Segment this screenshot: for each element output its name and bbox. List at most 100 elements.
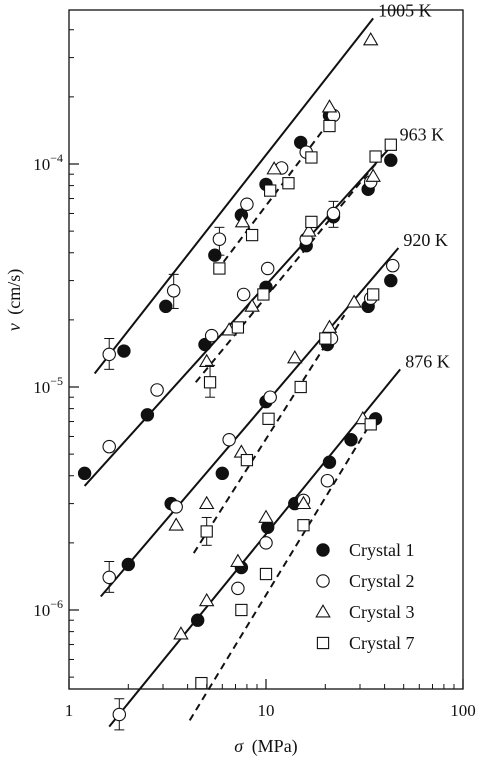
data-point-open-triangle	[365, 168, 381, 182]
data-point-filled-circle	[159, 299, 173, 314]
data-point-open-square	[384, 138, 397, 151]
data-point-open-circle	[263, 390, 277, 404]
data-point-open-square	[323, 119, 336, 133]
data-point-open-circle	[204, 328, 219, 343]
data-point-open-circle	[169, 500, 183, 514]
legend-item: Crystal 2	[316, 571, 415, 591]
legend-label: Crystal 7	[349, 633, 415, 653]
legend-item: Crystal 1	[316, 540, 415, 560]
data-point-open-circle	[240, 197, 254, 211]
data-point-filled-circle	[322, 455, 337, 469]
data-point-filled-circle	[190, 613, 205, 627]
legend-marker-open-square	[316, 636, 330, 650]
dashed-fit-line-1005k	[215, 120, 331, 272]
data-point-open-triangle	[266, 161, 282, 175]
legend-label: Crystal 1	[349, 540, 415, 560]
data-point-open-circle	[102, 570, 116, 585]
data-point-open-circle	[166, 284, 181, 298]
data-point-open-square	[259, 567, 273, 581]
data-point-filled-circle	[77, 466, 92, 481]
data-point-open-circle	[320, 473, 335, 488]
temperature-labels: 1005 K 963 K 920 K 876 K	[378, 0, 450, 371]
data-point-filled-circle	[215, 466, 229, 481]
x-tick-label: 1	[65, 701, 74, 720]
legend-marker-filled-circle	[316, 543, 330, 557]
dashed-fit-line-876k	[188, 426, 370, 721]
data-point-open-circle	[222, 433, 236, 447]
data-point-open-circle	[102, 439, 116, 454]
data-point-open-square	[262, 412, 275, 425]
legend-item: Crystal 7	[316, 633, 415, 653]
data-point-open-square	[213, 262, 226, 275]
data-point-filled-circle	[344, 433, 358, 447]
dashed-fit-line-963k	[194, 149, 388, 383]
data-point-filled-circle	[384, 273, 398, 288]
x-axis-symbol: σ	[234, 736, 244, 756]
data-point-open-triangle	[230, 553, 246, 567]
y-tick-exponent: −6	[50, 597, 63, 611]
y-axis-symbol: v	[4, 323, 24, 331]
data-point-filled-circle	[140, 408, 155, 422]
data-point-open-triangle	[173, 626, 189, 640]
y-tick-mantissa: 10	[33, 378, 50, 397]
data-point-open-square	[235, 603, 248, 617]
fit-line-1005k	[93, 17, 374, 375]
data-point-open-triangle	[234, 214, 251, 228]
data-point-open-triangle	[198, 592, 215, 607]
data-point-open-circle	[236, 287, 251, 302]
data-point-open-triangle	[346, 294, 362, 308]
data-point-open-triangle	[301, 223, 317, 237]
data-point-open-square	[367, 288, 380, 301]
y-axis-unit: (cm/s)	[4, 269, 25, 315]
data-point-open-square	[297, 519, 310, 532]
data-point-open-circle	[112, 707, 127, 722]
y-tick-label: 10−6	[33, 597, 63, 620]
data-point-open-square	[369, 150, 382, 163]
y-tick-mantissa: 10	[33, 601, 50, 620]
data-point-open-square	[319, 332, 332, 345]
data-point-open-square	[195, 676, 208, 690]
data-point-open-triangle	[362, 32, 379, 46]
temperature-label-963k: 963 K	[400, 124, 445, 144]
data-point-open-circle	[386, 258, 400, 273]
data-point-open-circle	[231, 581, 245, 596]
legend-marker-open-circle	[316, 574, 330, 588]
data-point-open-circle	[212, 232, 227, 246]
data-point-open-triangle	[295, 495, 312, 510]
y-tick-exponent: −5	[50, 374, 63, 388]
data-point-open-triangle	[258, 509, 274, 523]
y-axis-label: v (cm/s)	[4, 269, 25, 331]
x-tick-label: 100	[450, 701, 476, 720]
legend-marker-open-triangle	[315, 604, 331, 618]
y-tick-label: 10−4	[33, 151, 63, 174]
legend-label: Crystal 2	[349, 571, 415, 591]
data-point-filled-circle	[121, 557, 136, 572]
legend-label: Crystal 3	[349, 602, 415, 622]
data-point-open-square	[264, 184, 277, 197]
data-point-open-square	[305, 215, 318, 229]
data-point-open-square	[257, 288, 270, 301]
temperature-label-876k: 876 K	[405, 351, 450, 371]
fit-line-876k	[108, 368, 401, 728]
data-point-open-circle	[326, 206, 341, 221]
data-point-open-circle	[150, 383, 164, 397]
data-point-filled-circle	[198, 337, 212, 352]
data-point-open-circle	[102, 347, 116, 362]
data-point-open-triangle	[198, 495, 215, 510]
temperature-label-920k: 920 K	[403, 230, 448, 250]
data-point-open-square	[245, 228, 259, 242]
data-point-open-circle	[260, 261, 275, 276]
data-point-open-square	[282, 177, 295, 190]
data-point-open-square	[240, 453, 254, 467]
x-axis-unit: (MPa)	[252, 736, 298, 757]
data-point-open-triangle	[321, 319, 338, 333]
data-markers	[77, 32, 400, 731]
x-tick-label: 10	[258, 701, 275, 720]
data-point-open-square	[294, 380, 307, 394]
data-point-filled-circle	[384, 153, 398, 167]
legend-item: Crystal 3	[315, 602, 415, 622]
dashed-fit-line-920k	[192, 314, 346, 554]
data-point-filled-circle	[117, 344, 131, 358]
